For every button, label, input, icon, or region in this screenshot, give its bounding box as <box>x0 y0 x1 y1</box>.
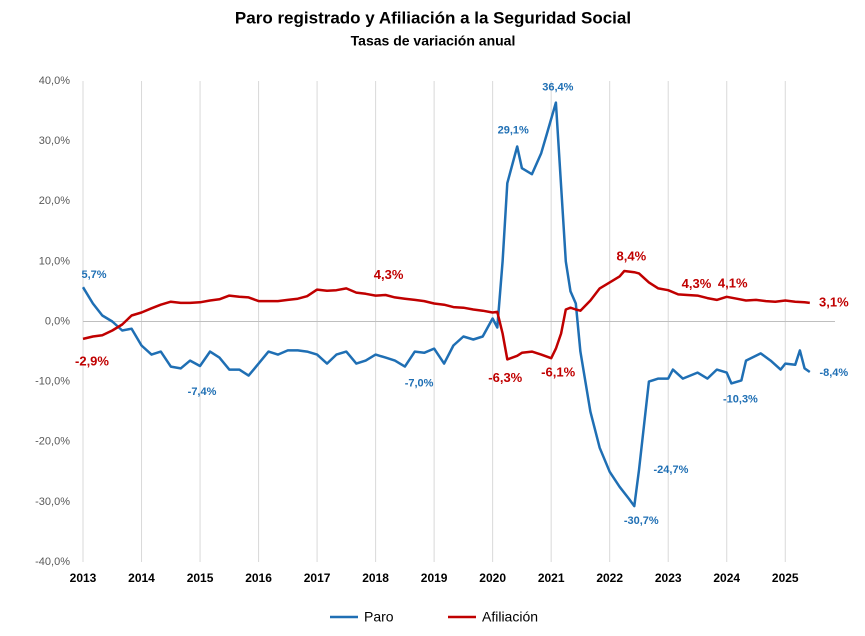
x-tick-label: 2025 <box>772 571 799 585</box>
data-label: -8,4% <box>819 367 848 379</box>
y-tick-label: -10,0% <box>35 376 70 388</box>
data-label: 36,4% <box>542 82 573 94</box>
data-label: 4,3% <box>682 276 712 291</box>
x-tick-label: 2014 <box>128 571 155 585</box>
x-tick-label: 2018 <box>362 571 389 585</box>
data-label: 8,4% <box>617 248 647 263</box>
data-label: 5,7% <box>81 269 106 281</box>
data-label: -30,7% <box>624 515 659 527</box>
data-label: 4,3% <box>374 267 404 282</box>
data-label: -6,3% <box>488 370 522 385</box>
y-tick-label: 10,0% <box>39 255 70 267</box>
y-tick-label: -30,0% <box>35 496 70 508</box>
data-label: 3,1% <box>819 294 849 309</box>
legend-label: Afiliación <box>482 609 538 625</box>
x-tick-label: 2023 <box>655 571 682 585</box>
y-tick-label: 0,0% <box>45 315 70 327</box>
data-label: -7,4% <box>188 386 217 398</box>
y-tick-label: 30,0% <box>39 135 70 147</box>
series-line <box>81 101 811 508</box>
y-tick-label: -40,0% <box>35 556 70 568</box>
data-label: -10,3% <box>723 393 758 405</box>
data-label: 29,1% <box>498 124 529 136</box>
y-tick-label: 40,0% <box>39 75 70 87</box>
data-label: -2,9% <box>75 353 109 368</box>
series-line <box>82 269 810 361</box>
x-tick-label: 2015 <box>187 571 214 585</box>
data-label: -24,7% <box>654 464 689 476</box>
data-label: -7,0% <box>405 377 434 389</box>
legend-label: Paro <box>364 609 394 625</box>
x-tick-label: 2020 <box>479 571 506 585</box>
data-label: -6,1% <box>541 365 575 380</box>
chart-title: Paro registrado y Afiliación a la Seguri… <box>235 8 631 27</box>
y-tick-label: -20,0% <box>35 436 70 448</box>
x-tick-label: 2016 <box>245 571 272 585</box>
x-tick-label: 2024 <box>713 571 740 585</box>
x-tick-label: 2022 <box>596 571 623 585</box>
x-tick-label: 2019 <box>421 571 448 585</box>
chart-subtitle: Tasas de variación anual <box>351 33 516 49</box>
data-label: 4,1% <box>718 275 748 290</box>
y-tick-label: 20,0% <box>39 195 70 207</box>
x-tick-label: 2017 <box>304 571 331 585</box>
x-tick-label: 2013 <box>70 571 97 585</box>
x-tick-label: 2021 <box>538 571 565 585</box>
